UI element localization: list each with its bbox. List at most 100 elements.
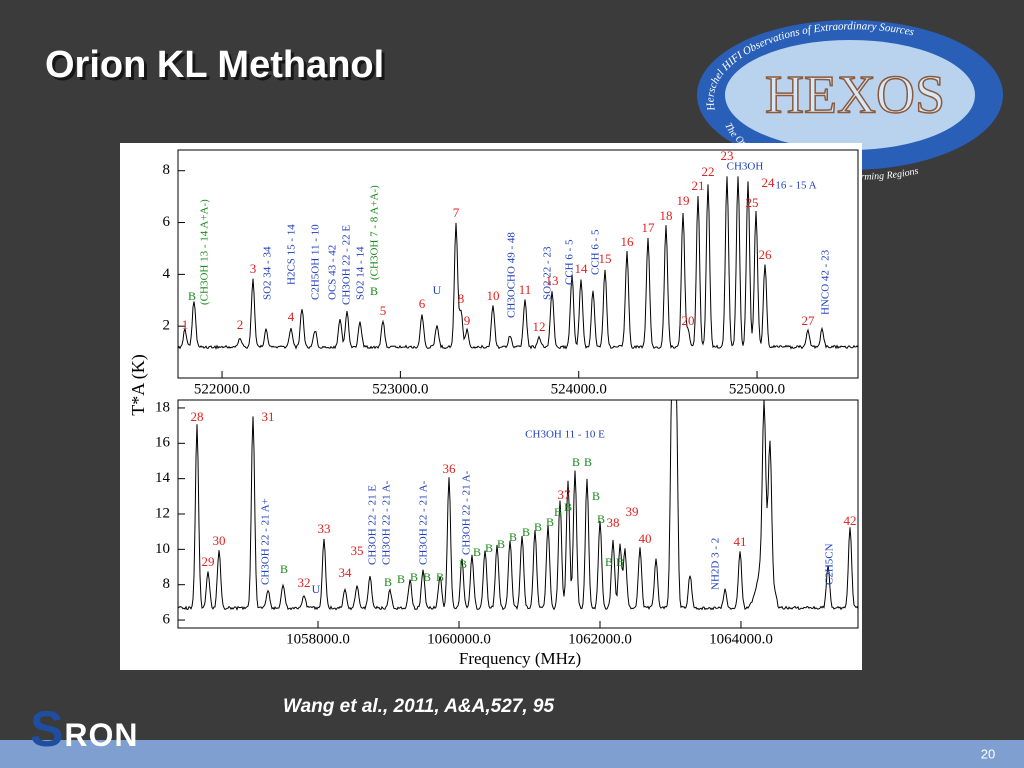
peak-label: 16 bbox=[621, 234, 635, 249]
peak-label: 8 bbox=[458, 291, 465, 306]
x-tick-label: 1064000.0 bbox=[709, 631, 773, 647]
line-id: CH3OH 22 - 21 A- bbox=[461, 470, 473, 555]
blend-marker: B bbox=[188, 289, 196, 303]
peak-label: 40 bbox=[639, 531, 652, 546]
peak-label: 20 bbox=[682, 313, 695, 328]
peak-label: 21 bbox=[692, 178, 705, 193]
blend-marker: B bbox=[509, 530, 517, 544]
peak-label: 36 bbox=[443, 461, 457, 476]
y-tick-label: 6 bbox=[163, 214, 171, 230]
peak-label: 3 bbox=[250, 261, 257, 276]
peak-label: 6 bbox=[419, 296, 426, 311]
peak-label: 15 bbox=[599, 251, 612, 266]
peak-label: 2 bbox=[237, 317, 244, 332]
peak-label: 28 bbox=[191, 409, 204, 424]
x-tick-label: 525000.0 bbox=[729, 381, 785, 397]
blend-marker: B bbox=[592, 489, 600, 503]
line-id: HNCO 42 - 23 bbox=[820, 249, 832, 315]
line-id: CCH 6 - 5 bbox=[564, 239, 576, 285]
line-id: C2H5OH 11 - 10 bbox=[310, 224, 322, 300]
line-id: SO2 34 - 34 bbox=[262, 246, 274, 300]
blend-marker: B bbox=[564, 500, 572, 514]
x-tick-label: 523000.0 bbox=[372, 381, 428, 397]
y-tick-label: 18 bbox=[155, 399, 170, 415]
blend-marker: B bbox=[597, 512, 605, 526]
y-tick-label: 16 bbox=[155, 435, 171, 451]
peak-label: 41 bbox=[734, 534, 747, 549]
line-id: SO2 14 - 14 bbox=[355, 246, 367, 300]
y-tick-label: 8 bbox=[163, 162, 171, 178]
y-tick-label: 8 bbox=[163, 576, 171, 592]
peak-label: 24 bbox=[762, 175, 776, 190]
peak-label: 30 bbox=[213, 533, 226, 548]
line-id: 16 - 15 A bbox=[775, 180, 816, 192]
blend-marker: B bbox=[522, 525, 530, 539]
blend-marker: B bbox=[485, 541, 493, 555]
line-id: CH3OH 22 - 21 A+ bbox=[260, 498, 272, 585]
line-id: CH3OH 11 - 10 E bbox=[525, 429, 605, 441]
line-id: C2H5CN bbox=[824, 543, 836, 585]
peak-label: 35 bbox=[351, 543, 364, 558]
peak-label: 39 bbox=[626, 504, 639, 519]
peak-label: 19 bbox=[677, 193, 690, 208]
blend-marker: B bbox=[584, 455, 592, 469]
line-id: CH3OH 22 - 21 A- bbox=[418, 480, 430, 565]
peak-label: 5 bbox=[380, 303, 387, 318]
blend-marker: B bbox=[473, 545, 481, 559]
y-axis-label: T*A (K) bbox=[128, 354, 149, 416]
peak-label: 22 bbox=[702, 164, 715, 179]
line-id: CCH 6 - 5 bbox=[590, 229, 602, 275]
footer-bar bbox=[0, 740, 1024, 768]
page-number: 20 bbox=[981, 746, 995, 761]
y-tick-label: 10 bbox=[155, 541, 170, 557]
peak-label: 27 bbox=[802, 313, 816, 328]
line-id: H2CS 15 - 14 bbox=[286, 224, 298, 285]
peak-label: 1 bbox=[182, 317, 189, 332]
peak-label: 29 bbox=[202, 554, 215, 569]
line-id: SO2 22 - 23 bbox=[542, 246, 554, 300]
line-id: CH3OCHO 49 - 48 bbox=[506, 232, 518, 318]
peak-label: 7 bbox=[453, 205, 460, 220]
peak-label: 13 bbox=[546, 273, 559, 288]
peak-label: 18 bbox=[660, 208, 673, 223]
blend-marker: B bbox=[459, 557, 467, 571]
y-tick-label: 2 bbox=[163, 318, 171, 334]
badge-name: HEXOS bbox=[765, 64, 945, 124]
blend-marker: B bbox=[616, 555, 624, 569]
x-tick-label: 522000.0 bbox=[194, 381, 250, 397]
x-axis-label: Frequency (MHz) bbox=[459, 649, 581, 668]
blend-marker: B bbox=[546, 515, 554, 529]
line-id: CH3OH bbox=[727, 161, 764, 173]
x-tick-label: 1062000.0 bbox=[568, 631, 632, 647]
title-shadow: Orion KL Methanol bbox=[48, 47, 387, 89]
blend-marker: B bbox=[384, 575, 392, 589]
x-tick-label: 524000.0 bbox=[551, 381, 607, 397]
peak-label: 26 bbox=[759, 247, 773, 262]
peak-label: 4 bbox=[288, 309, 295, 324]
x-tick-label: 1058000.0 bbox=[286, 631, 350, 647]
peak-label: 31 bbox=[262, 409, 275, 424]
panel-frame bbox=[177, 149, 859, 379]
y-tick-label: 4 bbox=[163, 266, 171, 282]
blend-marker: B bbox=[370, 284, 378, 298]
blend-marker: U bbox=[433, 283, 442, 297]
blend-marker: B bbox=[534, 520, 542, 534]
peak-label: 12 bbox=[533, 319, 546, 334]
spectrum-trace bbox=[178, 176, 858, 350]
blend-marker: B bbox=[436, 570, 444, 584]
x-tick-label: 1060000.0 bbox=[427, 631, 491, 647]
title: Orion KL Methanol bbox=[45, 44, 384, 86]
line-id: CH3OH 22 - 21 A- bbox=[381, 480, 393, 565]
peak-label: 34 bbox=[339, 565, 353, 580]
line-id: (CH3OH 13 - 14 A+A-) bbox=[199, 199, 211, 305]
line-id: CH3OH 22 - 22 E bbox=[341, 225, 353, 305]
peak-label: 9 bbox=[464, 313, 471, 328]
line-id: CH3OH 22 - 21 E bbox=[367, 485, 379, 565]
y-tick-label: 6 bbox=[163, 611, 171, 627]
blend-marker: B bbox=[397, 572, 405, 586]
blend-marker: U bbox=[312, 582, 321, 596]
peak-label: 42 bbox=[844, 513, 857, 528]
figure: T*A (K) Frequency (MHz) 522000.0 523000.0… bbox=[120, 143, 862, 670]
